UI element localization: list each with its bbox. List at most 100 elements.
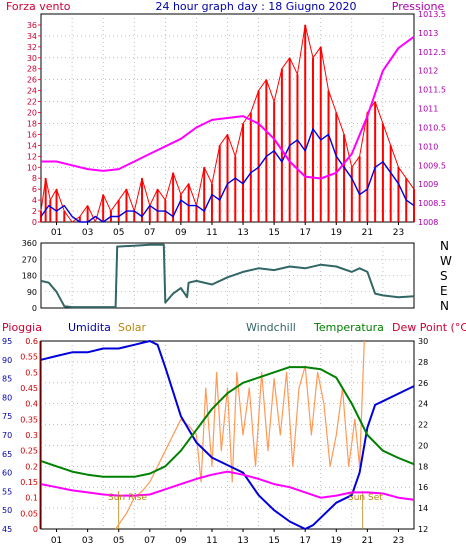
y-tick-label: 0.55 [20, 353, 38, 362]
pressure-line [41, 35, 415, 180]
y-tick-label: 18 [418, 462, 428, 471]
pressure-axis-title: Pressione [392, 0, 445, 13]
compass-label: E [440, 284, 448, 298]
x-tick-label: 03 [82, 536, 93, 546]
x-tick-label: 23 [393, 228, 404, 238]
y-tick-label: 0.1 [25, 494, 38, 503]
x-tick-label: 19 [331, 536, 343, 546]
temperature-axis: 12 14 16 18 20 22 24 26 28 30 [418, 337, 428, 534]
y-tick-label: 28 [418, 358, 428, 367]
wind-direction-axis: 0 90 180 270 360 [22, 239, 37, 313]
y-tick-label: 0.2 [25, 462, 38, 471]
x-tick-label: 11 [206, 536, 217, 546]
x-tick-label: 01 [51, 536, 62, 546]
x-tick-label: 05 [113, 228, 124, 238]
wind-direction-series [40, 243, 415, 309]
hour-axis-bottom: 01 03 05 07 09 11 13 15 17 19 21 23 [51, 529, 404, 546]
y-tick-label: 75 [2, 412, 12, 421]
y-tick-label: 1010.5 [418, 123, 446, 132]
y-tick-label: 85 [2, 375, 12, 384]
compass-label: N [440, 239, 449, 253]
x-tick-label: 15 [268, 228, 279, 238]
humidity-label: Umidita [68, 321, 111, 334]
windchill-label: Windchill [246, 321, 296, 334]
y-tick-label: 28 [27, 65, 37, 74]
y-tick-label: 1013.5 [418, 10, 446, 19]
y-tick-label: 1009.5 [418, 161, 446, 170]
y-tick-label: 26 [418, 379, 428, 388]
y-tick-label: 0 [32, 218, 37, 227]
x-tick-label: 17 [299, 536, 310, 546]
y-tick-label: 0.5 [25, 368, 38, 377]
y-tick-label: 6 [32, 185, 37, 194]
x-tick-label: 15 [268, 536, 279, 546]
humidity-axis: 45 50 55 60 65 70 75 80 85 90 95 [2, 337, 12, 534]
y-tick-label: 10 [27, 163, 37, 172]
y-tick-label: 55 [2, 487, 12, 496]
y-tick-label: 1011.5 [418, 86, 446, 95]
solar-label: Solar [118, 321, 147, 334]
y-tick-label: 0.3 [25, 431, 38, 440]
compass-label: S [440, 269, 448, 283]
wind-average-line [40, 128, 415, 223]
x-tick-label: 13 [237, 228, 248, 238]
y-tick-label: 0.15 [20, 478, 38, 487]
y-tick-label: 0.35 [20, 415, 38, 424]
y-tick-label: 360 [22, 239, 37, 248]
y-tick-label: 32 [27, 43, 37, 52]
y-tick-label: 24 [418, 400, 428, 409]
y-tick-label: 36 [27, 21, 37, 30]
y-tick-label: 4 [32, 196, 37, 205]
climate-panel: 45 50 55 60 65 70 75 80 85 90 95 0 0.05 0.1 0.15 0.2 0.… [2, 321, 466, 546]
wind-pressure-series [40, 24, 415, 223]
y-tick-label: 16 [27, 130, 37, 139]
y-tick-label: 1008 [418, 218, 438, 227]
climate-series [40, 340, 415, 530]
dewpoint-label: Dew Point (°C) [392, 321, 466, 334]
humidity-line [40, 340, 415, 530]
y-tick-label: 0.4 [25, 400, 38, 409]
y-tick-label: 70 [2, 431, 12, 440]
y-tick-label: 90 [2, 356, 12, 365]
y-tick-label: 80 [2, 393, 12, 402]
y-tick-label: 0.25 [20, 447, 38, 456]
x-tick-label: 21 [362, 228, 373, 238]
sunset-label: Sun Set [348, 493, 383, 503]
y-tick-label: 95 [2, 337, 12, 346]
y-tick-label: 0.6 [25, 337, 38, 346]
x-tick-label: 01 [51, 228, 62, 238]
y-tick-label: 24 [27, 87, 37, 96]
y-tick-label: 1010 [418, 142, 438, 151]
x-tick-label: 13 [237, 536, 248, 546]
solar-line [115, 340, 365, 530]
hour-axis-top: 01 03 05 07 09 11 13 15 17 19 21 23 [51, 222, 404, 238]
y-tick-label: 1008.5 [418, 199, 446, 208]
y-tick-label: 14 [418, 504, 428, 513]
chart-title: 24 hour graph day : 18 Giugno 2020 [155, 0, 356, 13]
y-tick-label: 20 [418, 441, 428, 450]
y-tick-label: 30 [418, 337, 428, 346]
y-tick-label: 1013 [418, 29, 438, 38]
x-tick-label: 23 [393, 536, 404, 546]
y-tick-label: 8 [32, 174, 37, 183]
y-tick-label: 1009 [418, 180, 438, 189]
y-tick-label: 20 [27, 109, 37, 118]
y-tick-label: 1011 [418, 105, 438, 114]
y-tick-label: 30 [27, 54, 37, 63]
rain-axis: 0 0.05 0.1 0.15 0.2 0.25 0.3 0.35 0.4 0.45 0.5 0.55… [20, 337, 41, 534]
x-tick-label: 09 [175, 228, 187, 238]
compass-label: N [440, 299, 449, 313]
y-tick-label: 14 [27, 141, 37, 150]
x-tick-label: 11 [206, 228, 217, 238]
y-tick-label: 0.45 [20, 384, 38, 393]
sunrise-label: Sun Rise [108, 493, 147, 503]
pressure-axis: 1008 1008.5 1009 1009.5 1010 1010.5 1011 1011.5… [418, 10, 446, 227]
x-tick-label: 19 [331, 228, 343, 238]
y-tick-label: 26 [27, 76, 37, 85]
y-tick-label: 60 [2, 469, 12, 478]
y-tick-label: 12 [27, 152, 37, 161]
x-tick-label: 05 [113, 536, 124, 546]
